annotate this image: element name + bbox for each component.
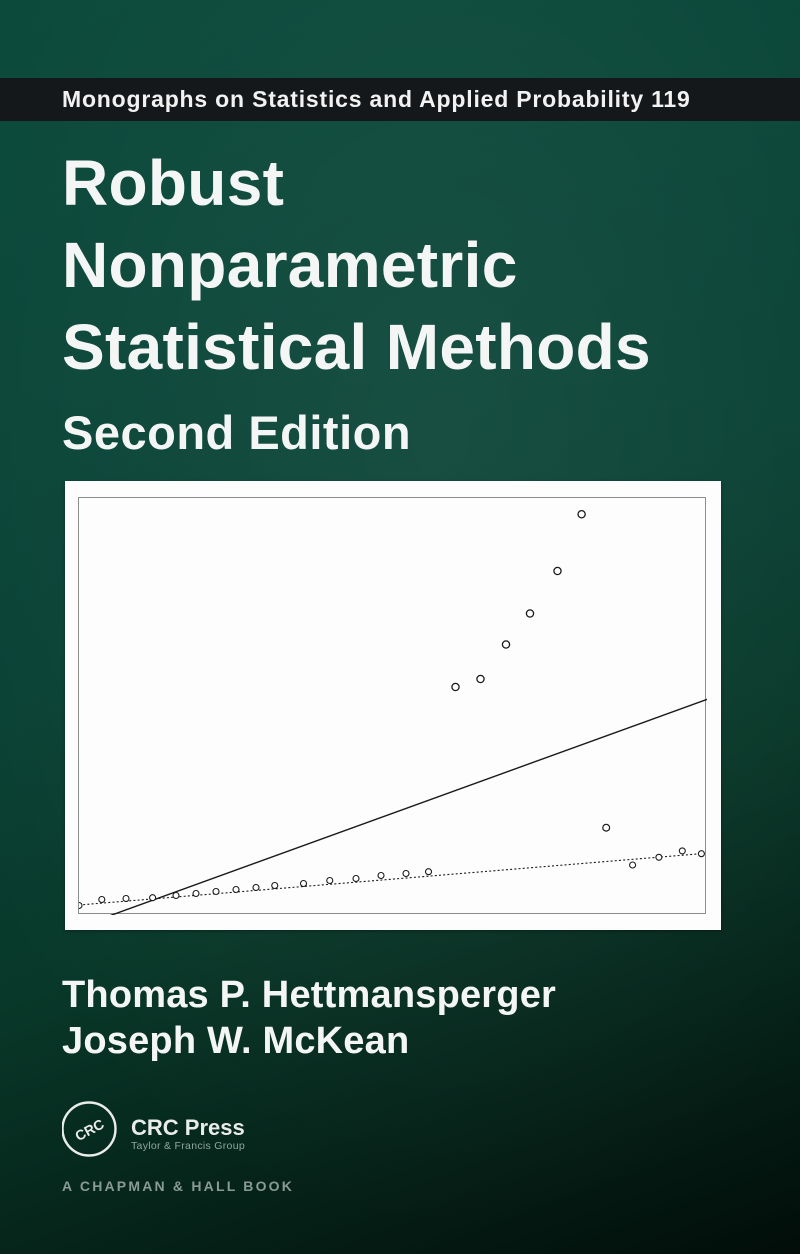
svg-text:CRC: CRC bbox=[72, 1116, 106, 1144]
